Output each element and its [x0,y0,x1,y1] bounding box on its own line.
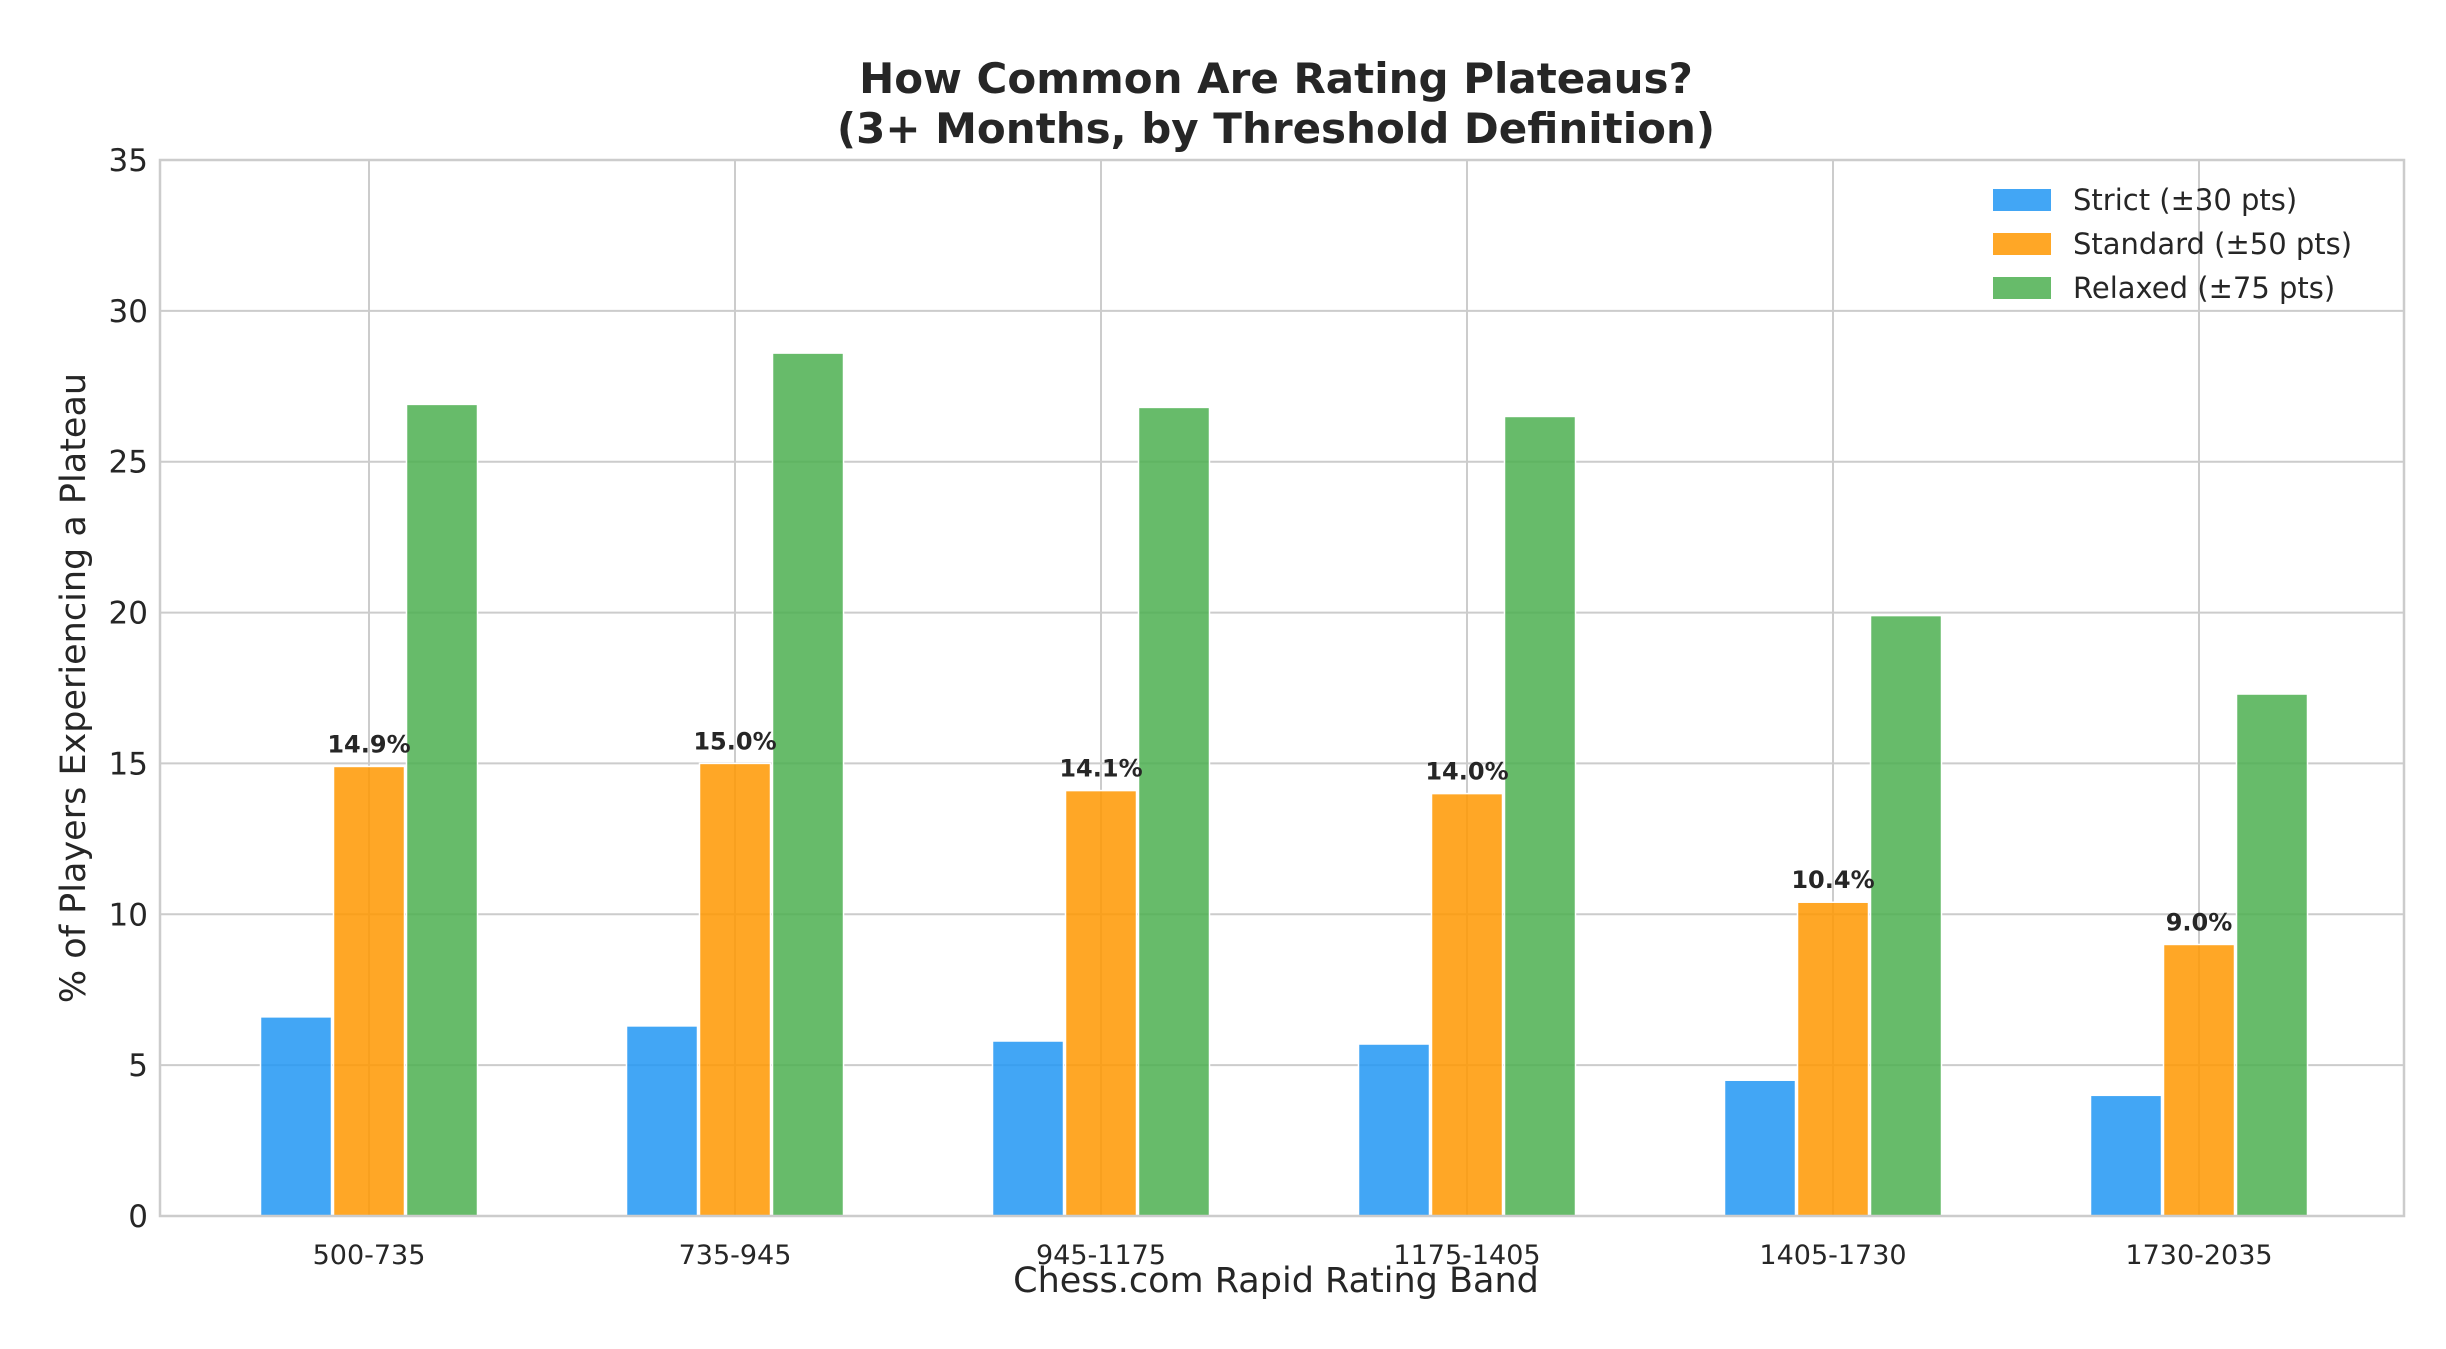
bar-series-1-cat-2 [1064,789,1138,1217]
x-tick-label: 1405-1730 [1759,1240,1906,1271]
y-tick-label: 25 [109,445,148,481]
bar-series-2-cat-3 [1503,415,1577,1217]
bar-series-0-cat-3 [1357,1043,1431,1217]
legend: Strict (±30 pts) Standard (±50 pts) Relaxe… [1993,183,2352,305]
bar-series-1-cat-0 [332,765,406,1217]
bar-value-label: 14.0% [1425,758,1508,786]
y-tick-label: 10 [109,897,148,933]
y-tick-label: 30 [109,294,148,330]
x-axis-ticks: 500-735 735-945 945-1175 1175-1405 1405-1730… [313,1240,2273,1271]
bar-series-2-cat-0 [405,403,479,1217]
x-tick-label: 500-735 [313,1240,426,1271]
chart-subtitle: (3+ Months, by Threshold Definition) [837,104,1715,153]
x-tick-label: 945-1175 [1036,1240,1166,1271]
legend-swatch [1993,277,2051,299]
bar-series-2-cat-2 [1137,406,1211,1217]
bar-value-label: 15.0% [693,727,776,755]
legend-swatch [1993,233,2051,255]
x-tick-label: 735-945 [679,1240,792,1271]
y-axis-ticks: 0 5 10 15 20 25 30 35 [109,143,148,1235]
bar-series-1-cat-3 [1430,792,1504,1217]
y-tick-label: 5 [128,1048,148,1084]
y-tick-label: 0 [128,1199,148,1235]
y-tick-label: 35 [109,143,148,179]
bar-series-0-cat-4 [1723,1079,1797,1217]
bar-value-label: 10.4% [1791,866,1874,894]
x-tick-label: 1730-2035 [2125,1240,2272,1271]
bars [259,352,2309,1217]
y-tick-label: 20 [109,596,148,632]
y-tick-label: 15 [109,746,148,782]
bar-series-0-cat-5 [2089,1094,2163,1217]
legend-swatch [1993,189,2051,211]
bar-labels: 14.9% 15.0% 14.1% 14.0% 10.4% 9.0% [327,727,2232,936]
bar-value-label: 9.0% [2166,908,2233,936]
bar-series-1-cat-5 [2162,943,2236,1217]
bar-series-2-cat-4 [1869,614,1943,1217]
legend-entry: Strict (±30 pts) [2073,183,2297,217]
bar-series-1-cat-1 [698,762,772,1217]
legend-entry: Relaxed (±75 pts) [2073,271,2335,305]
bar-series-0-cat-1 [625,1025,699,1217]
bar-value-label: 14.9% [327,730,410,758]
plot-frame [158,158,2406,1218]
chart-title: How Common Are Rating Plateaus? [859,54,1693,103]
legend-entry: Standard (±50 pts) [2073,227,2352,261]
x-axis-label: Chess.com Rapid Rating Band [1013,1261,1539,1301]
x-tick-label: 1175-1405 [1393,1240,1540,1271]
bar-series-2-cat-1 [771,352,845,1217]
grid [160,159,2404,1217]
bar-series-0-cat-2 [991,1040,1065,1217]
bar-series-0-cat-0 [259,1016,333,1217]
bar-series-2-cat-5 [2235,693,2309,1217]
y-axis-label: % of Players Experiencing a Plateau [54,373,94,1003]
bar-series-1-cat-4 [1796,901,1870,1217]
bar-value-label: 14.1% [1059,755,1142,783]
